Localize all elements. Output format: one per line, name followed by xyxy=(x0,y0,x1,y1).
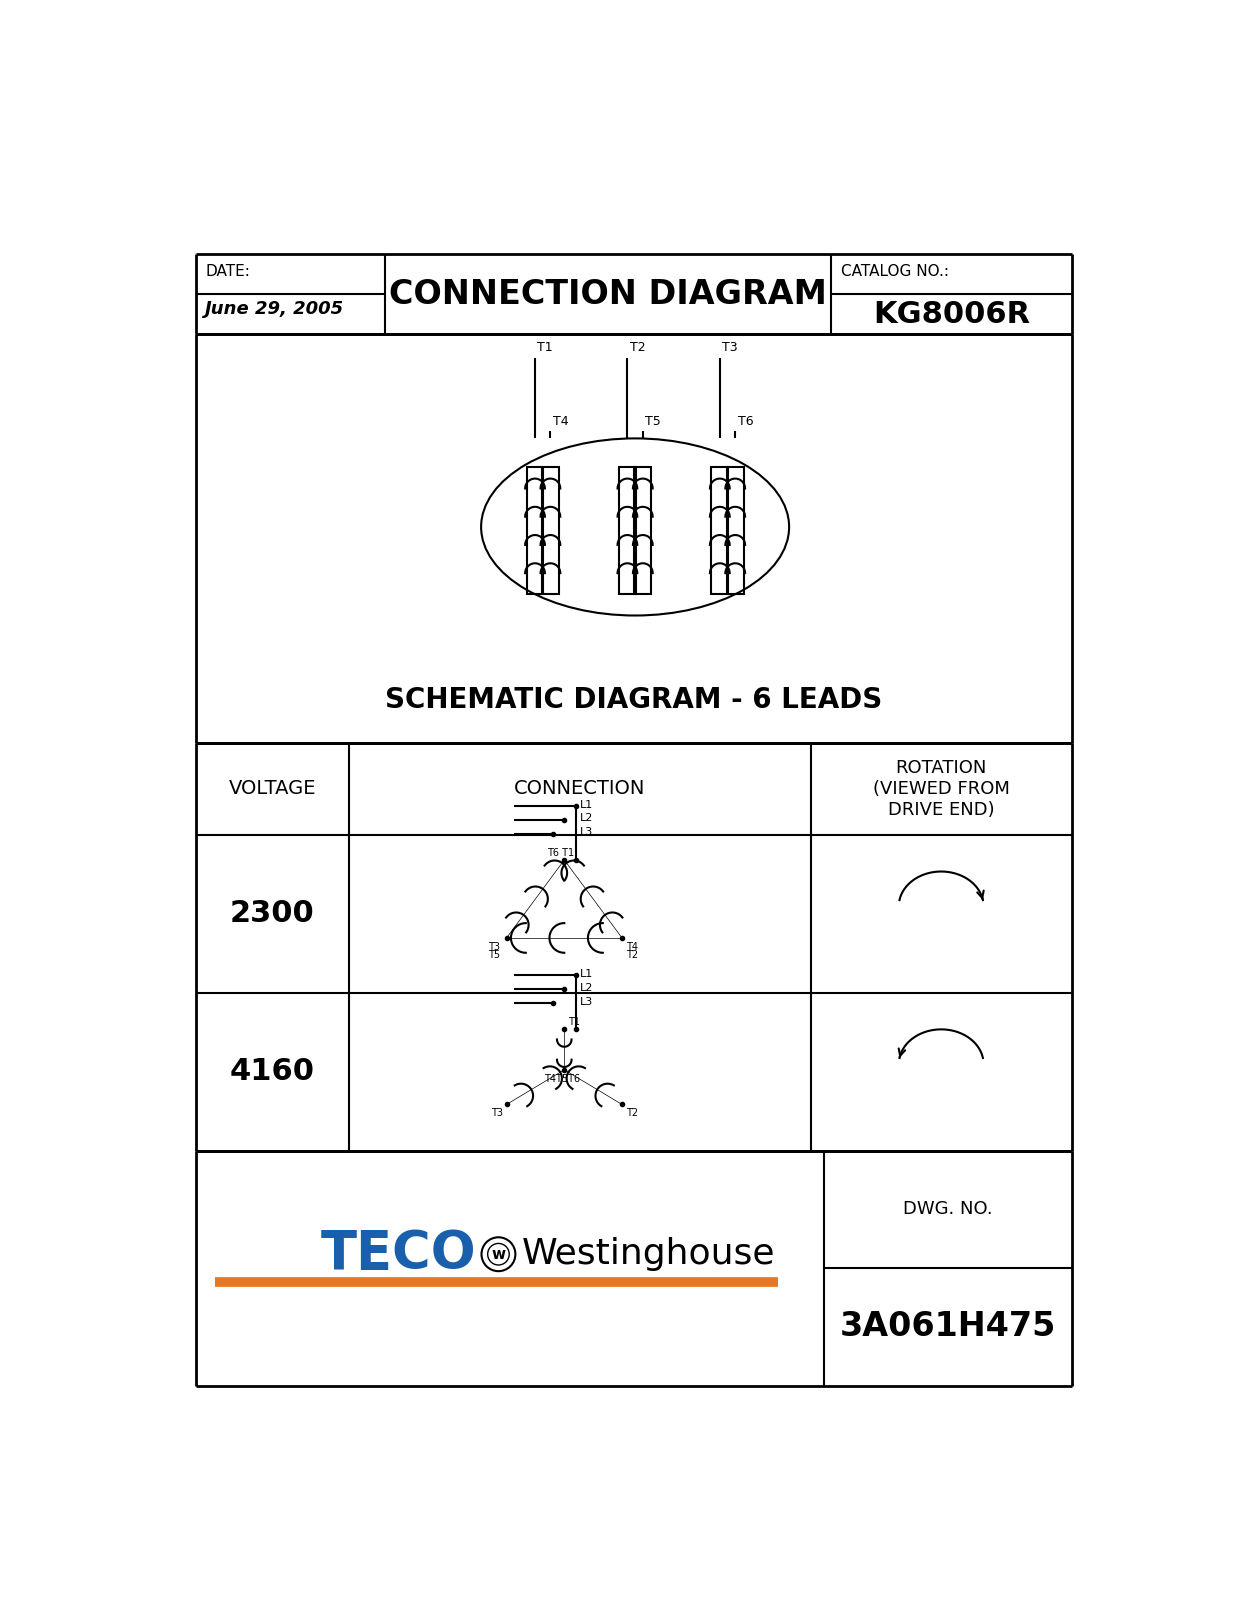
Text: T6 T1: T6 T1 xyxy=(547,848,574,858)
Text: TECO: TECO xyxy=(320,1229,476,1280)
Text: L1: L1 xyxy=(580,800,593,810)
Text: CONNECTION: CONNECTION xyxy=(515,779,646,798)
Text: SCHEMATIC DIAGRAM - 6 LEADS: SCHEMATIC DIAGRAM - 6 LEADS xyxy=(386,686,882,714)
Text: T4T5T6: T4T5T6 xyxy=(544,1074,580,1083)
Text: ROTATION
(VIEWED FROM
DRIVE END): ROTATION (VIEWED FROM DRIVE END) xyxy=(873,758,1009,819)
Text: T1: T1 xyxy=(537,341,553,355)
Text: L2: L2 xyxy=(580,982,593,992)
Text: KG8006R: KG8006R xyxy=(873,301,1030,330)
Text: T1: T1 xyxy=(568,1018,580,1027)
Bar xyxy=(635,467,652,594)
Text: T5: T5 xyxy=(489,950,501,960)
Text: T2: T2 xyxy=(626,1109,638,1118)
Text: 4160: 4160 xyxy=(230,1058,315,1086)
Text: T4: T4 xyxy=(553,416,568,429)
Text: w: w xyxy=(491,1246,506,1262)
Bar xyxy=(542,467,559,594)
Bar xyxy=(618,467,636,594)
Text: 3A061H475: 3A061H475 xyxy=(840,1310,1056,1344)
Text: June 29, 2005: June 29, 2005 xyxy=(205,301,345,318)
Text: Westinghouse: Westinghouse xyxy=(522,1237,776,1272)
Text: T2: T2 xyxy=(630,341,646,355)
Text: 2300: 2300 xyxy=(230,899,315,928)
Text: T2: T2 xyxy=(626,950,638,960)
Text: T6: T6 xyxy=(737,416,753,429)
Bar xyxy=(727,467,743,594)
Text: L2: L2 xyxy=(580,813,593,824)
Bar xyxy=(711,467,729,594)
Text: L3: L3 xyxy=(580,827,593,837)
Text: VOLTAGE: VOLTAGE xyxy=(229,779,317,798)
Text: DATE:: DATE: xyxy=(205,264,250,280)
Text: DWG. NO.: DWG. NO. xyxy=(903,1200,992,1218)
Text: T3: T3 xyxy=(489,942,501,952)
Text: T5: T5 xyxy=(646,416,661,429)
Text: T3: T3 xyxy=(491,1109,502,1118)
Text: L3: L3 xyxy=(580,997,593,1006)
Text: L1: L1 xyxy=(580,970,593,979)
Bar xyxy=(527,467,543,594)
Text: CATALOG NO.:: CATALOG NO.: xyxy=(841,264,949,280)
Text: T4: T4 xyxy=(626,942,638,952)
Text: CONNECTION DIAGRAM: CONNECTION DIAGRAM xyxy=(390,277,828,310)
Text: T3: T3 xyxy=(722,341,737,355)
